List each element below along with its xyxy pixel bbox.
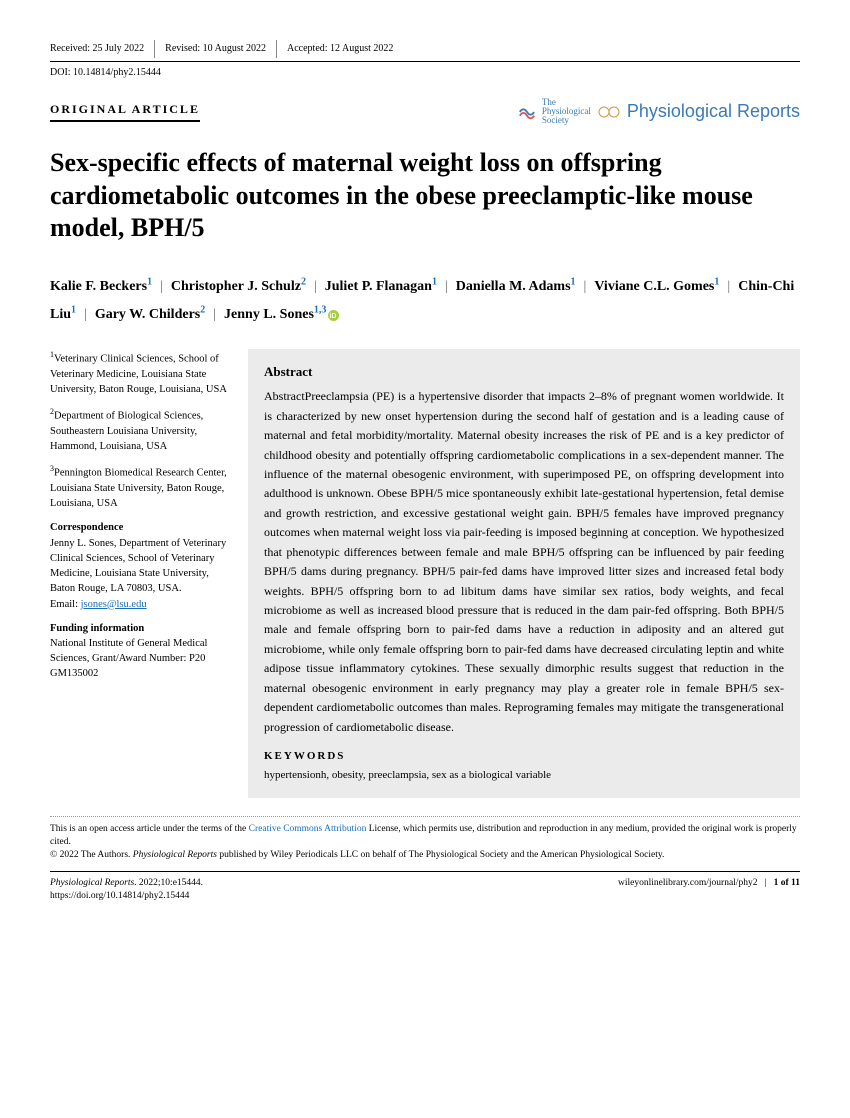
orcid-icon[interactable]: [328, 310, 339, 321]
correspondence-email-link[interactable]: jsones@lsu.edu: [81, 599, 147, 610]
author-list: Kalie F. Beckers1|Christopher J. Schulz2…: [50, 273, 800, 330]
doi: DOI: 10.14814/phy2.15444: [50, 64, 800, 80]
author: Kalie F. Beckers1: [50, 279, 152, 294]
affiliation: 3Pennington Biomedical Research Center, …: [50, 463, 230, 511]
funding-info: Funding informationNational Institute of…: [50, 621, 230, 682]
keywords-text: hypertensionh, obesity, preeclampsia, se…: [264, 768, 784, 783]
dotted-separator: [50, 816, 800, 817]
accepted-date: Accepted: 12 August 2022: [287, 40, 403, 58]
affiliation: 2Department of Biological Sciences, Sout…: [50, 406, 230, 454]
author: Viviane C.L. Gomes1: [594, 279, 719, 294]
cc-license-link[interactable]: Creative Commons Attribution: [249, 824, 367, 834]
abstract-heading: Abstract: [264, 363, 784, 381]
article-title: Sex-specific effects of maternal weight …: [50, 147, 800, 245]
correspondence: CorrespondenceJenny L. Sones, Department…: [50, 520, 230, 611]
article-type-label: ORIGINAL ARTICLE: [50, 101, 200, 123]
footer-journal-url[interactable]: wileyonlinelibrary.com/journal/phy2: [618, 878, 757, 888]
aps-logo-icon: [597, 104, 621, 120]
affiliation: 1Veterinary Clinical Sciences, School of…: [50, 349, 230, 397]
journal-name: Physiological Reports: [627, 99, 800, 124]
abstract-box: Abstract AbstractPreeclampsia (PE) is a …: [248, 349, 800, 798]
footer-citation: Physiological Reports. 2022;10:e15444. h…: [50, 877, 203, 904]
author: Christopher J. Schulz2: [171, 279, 306, 294]
author: Jenny L. Sones1,3: [224, 307, 339, 322]
author: Juliet P. Flanagan1: [325, 279, 437, 294]
header-dates: Received: 25 July 2022 Revised: 10 Augus…: [50, 40, 800, 62]
journal-logos: The Physiological Society Physiological …: [518, 98, 800, 125]
author: Daniella M. Adams1: [456, 279, 576, 294]
abstract-text: AbstractPreeclampsia (PE) is a hypertens…: [264, 387, 784, 737]
revised-date: Revised: 10 August 2022: [165, 40, 277, 58]
received-date: Received: 25 July 2022: [50, 40, 155, 58]
author: Gary W. Childers2: [95, 307, 205, 322]
license-text: This is an open access article under the…: [50, 823, 800, 863]
physiological-society-logo: The Physiological Society: [542, 98, 591, 125]
page-number: 1 of 11: [774, 878, 800, 888]
footer-doi-url[interactable]: https://doi.org/10.14814/phy2.15444: [50, 891, 189, 901]
society-wave-icon: [518, 103, 536, 121]
affiliations-column: 1Veterinary Clinical Sciences, School of…: [50, 349, 230, 798]
footer-right: wileyonlinelibrary.com/journal/phy2 | 1 …: [618, 877, 800, 904]
content-columns: 1Veterinary Clinical Sciences, School of…: [50, 349, 800, 798]
article-header-row: ORIGINAL ARTICLE The Physiological Socie…: [50, 98, 800, 125]
keywords-label: KEYWORDS: [264, 749, 784, 764]
page-footer: Physiological Reports. 2022;10:e15444. h…: [50, 871, 800, 904]
